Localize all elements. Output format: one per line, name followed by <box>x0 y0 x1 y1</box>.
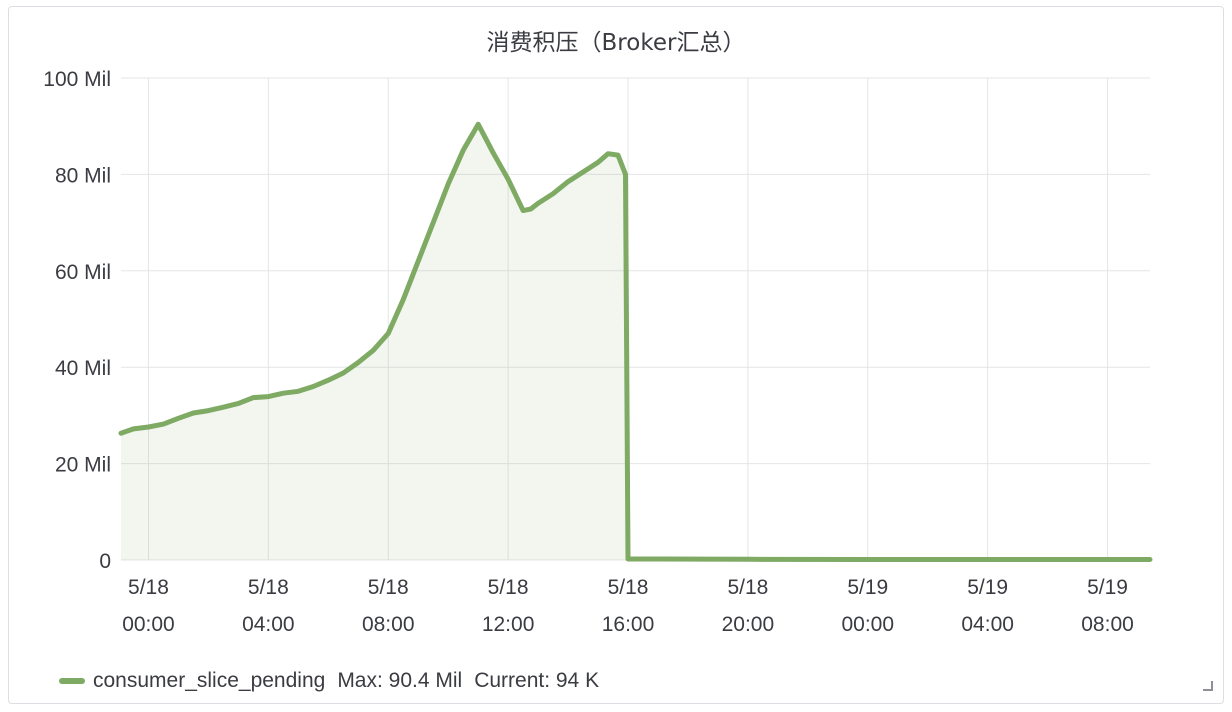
series-area-0 <box>121 124 1150 561</box>
y-tick-label: 100 Mil <box>43 68 111 91</box>
y-tick-label: 40 Mil <box>55 357 111 380</box>
data-point <box>356 360 361 365</box>
data-point <box>281 391 286 396</box>
x-tick-label-time: 08:00 <box>362 613 415 636</box>
data-point <box>595 160 601 165</box>
x-tick-label-time: 04:00 <box>242 613 295 636</box>
data-point <box>431 220 436 225</box>
data-point <box>625 556 631 562</box>
y-tick-label: 80 Mil <box>55 164 111 187</box>
data-point <box>520 208 526 213</box>
data-point <box>985 557 990 562</box>
data-point <box>745 557 751 562</box>
data-point <box>446 181 451 187</box>
data-point <box>865 557 870 562</box>
x-tick-label-time: 12:00 <box>482 613 535 636</box>
data-point <box>296 389 301 394</box>
x-tick-label-date: 5/18 <box>727 576 768 599</box>
x-tick-label-time: 16:00 <box>602 613 655 636</box>
data-point <box>131 426 136 432</box>
data-point <box>655 556 661 562</box>
legend-current-value: Current: 94 K <box>474 669 600 692</box>
data-point <box>483 136 488 141</box>
x-tick-label-date: 5/18 <box>608 576 649 599</box>
x-tick-label-date: 5/18 <box>488 576 529 599</box>
chart-panel: 消费积压（Broker汇总） consumer_slice_pending Ma… <box>8 6 1224 704</box>
data-point <box>461 148 466 153</box>
axes: 0 20 Mil 40 Mil 60 Mil 80 Mil 100 Mil 5/18 00:0… <box>43 68 1134 636</box>
data-point <box>371 348 376 353</box>
data-point <box>176 416 181 421</box>
data-point <box>490 150 496 155</box>
data-point <box>206 408 211 413</box>
data-point <box>191 410 196 416</box>
data-point <box>416 259 421 264</box>
legend-series-name[interactable]: consumer_slice_pending <box>93 669 326 692</box>
x-tick-label-date: 5/19 <box>967 576 1008 599</box>
data-point <box>476 122 481 127</box>
data-point <box>528 206 533 212</box>
data-point <box>605 151 611 156</box>
y-tick-label: 20 Mil <box>55 454 111 477</box>
x-tick-label-date: 5/18 <box>248 576 289 599</box>
data-point <box>221 405 226 410</box>
data-point <box>341 370 346 376</box>
x-tick-label-time: 08:00 <box>1081 613 1134 636</box>
x-tick-label-date: 5/18 <box>368 576 409 599</box>
data-point <box>615 152 621 158</box>
data-point <box>146 424 151 430</box>
data-point <box>623 172 628 177</box>
x-tick-label-date: 5/18 <box>128 576 169 599</box>
data-point <box>326 378 331 383</box>
data-point <box>401 297 406 302</box>
data-point <box>535 201 541 206</box>
y-tick-label: 0 <box>99 550 111 573</box>
y-tick-label: 60 Mil <box>55 261 111 284</box>
x-tick-label-date: 5/19 <box>1087 576 1128 599</box>
data-point <box>161 421 166 427</box>
data-point <box>505 177 511 182</box>
data-point <box>311 384 316 389</box>
x-tick-label-time: 00:00 <box>841 613 894 636</box>
resize-handle-icon[interactable] <box>1203 681 1213 691</box>
data-point <box>580 169 586 175</box>
x-tick-label-time: 20:00 <box>722 613 775 636</box>
x-tick-label-time: 00:00 <box>122 613 175 636</box>
x-tick-label-date: 5/19 <box>847 576 888 599</box>
legend-swatch <box>59 678 85 684</box>
data-point <box>118 431 124 436</box>
data-point <box>565 179 571 184</box>
data-point <box>1105 557 1110 562</box>
legend: consumer_slice_pending Max: 90.4 Mil Cur… <box>59 667 611 695</box>
data-point <box>251 395 256 400</box>
legend-max-value: Max: 90.4 Mil <box>337 669 463 692</box>
data-point <box>550 191 556 196</box>
panel-title[interactable]: 消费积压（Broker汇总） <box>486 30 746 56</box>
data-point <box>266 394 271 399</box>
series <box>118 121 1153 562</box>
data-point <box>386 331 391 336</box>
x-tick-label-time: 04:00 <box>961 613 1014 636</box>
data-point <box>1147 557 1153 562</box>
data-point <box>236 401 241 406</box>
